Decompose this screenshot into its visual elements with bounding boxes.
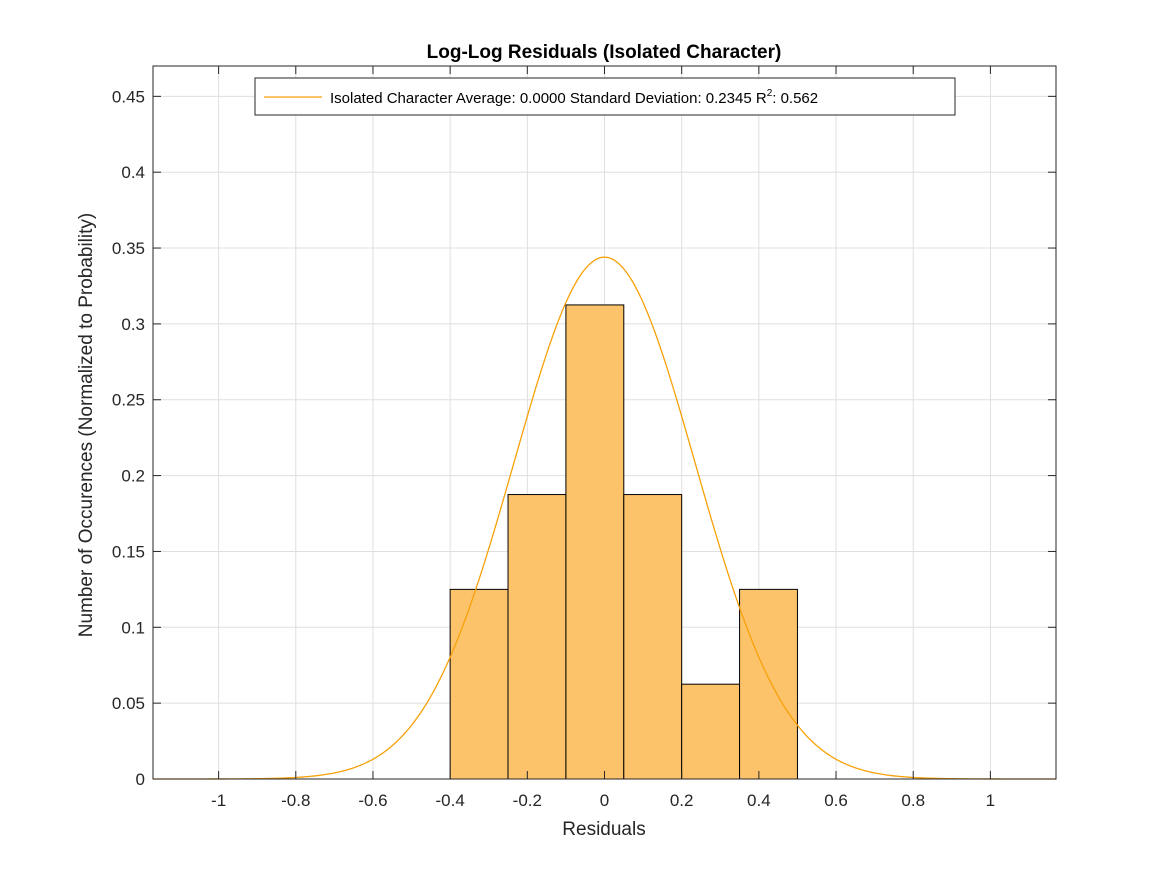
x-tick-label: 1	[986, 791, 995, 810]
y-tick-label: 0	[136, 770, 145, 789]
legend-superscript: 2	[767, 88, 773, 99]
x-tick-label: 0.8	[901, 791, 925, 810]
chart-title: Log-Log Residuals (Isolated Character)	[427, 42, 782, 63]
histogram-bar	[681, 683, 741, 780]
legend-box	[254, 77, 956, 116]
y-tick-label: 0.2	[121, 467, 145, 486]
legend-entry-tail: : 0.562	[772, 90, 818, 107]
y-tick-label: 0.3	[121, 315, 145, 334]
x-tick-label: -1	[211, 791, 226, 810]
legend-entry: Isolated Character Average: 0.0000 Stand…	[330, 88, 818, 107]
legend-entry-main: Isolated Character Average: 0.0000 Stand…	[330, 90, 767, 107]
x-tick-labels: -1 -0.8 -0.6 -0.4 -0.2 0 0.2 0.4 0.6 0.8 1	[211, 791, 995, 810]
y-tick-label: 0.4	[121, 163, 145, 182]
histogram-bar	[623, 494, 683, 780]
y-tick-label: 0.35	[112, 239, 145, 258]
histogram-bars	[449, 304, 798, 780]
y-tick-label: 0.1	[121, 618, 145, 637]
x-tick-label: 0.6	[824, 791, 848, 810]
x-tick-label: -0.2	[513, 791, 542, 810]
y-tick-label: 0.25	[112, 391, 145, 410]
x-axis-label: Residuals	[562, 819, 645, 840]
y-axis-label: Number of Occurences (Normalized to Prob…	[76, 213, 97, 638]
y-tick-label: 0.45	[112, 87, 145, 106]
x-tick-label: -0.6	[358, 791, 387, 810]
normal-fit-curve	[153, 256, 1056, 780]
x-tick-label: -0.4	[435, 791, 464, 810]
histogram-bar	[449, 588, 509, 780]
y-tick-labels: 0 0.05 0.1 0.15 0.2 0.25 0.3 0.35 0.4 0.45	[112, 87, 145, 789]
x-tick-label: 0.2	[670, 791, 694, 810]
histogram-bar	[739, 588, 798, 780]
legend: Isolated Character Average: 0.0000 Stand…	[254, 77, 956, 116]
x-tick-label: 0.4	[747, 791, 771, 810]
y-tick-label: 0.15	[112, 542, 145, 561]
y-tick-label: 0.05	[112, 694, 145, 713]
x-tick-label: 0	[600, 791, 609, 810]
histogram-bar	[565, 304, 625, 780]
axes	[152, 65, 1057, 780]
x-tick-label: -0.8	[281, 791, 310, 810]
histogram-bar	[507, 494, 567, 780]
